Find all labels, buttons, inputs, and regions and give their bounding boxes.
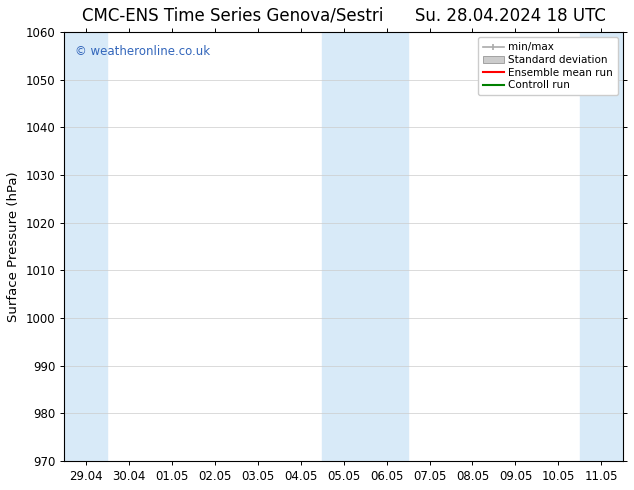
- Text: © weatheronline.co.uk: © weatheronline.co.uk: [75, 45, 210, 58]
- Legend: min/max, Standard deviation, Ensemble mean run, Controll run: min/max, Standard deviation, Ensemble me…: [477, 37, 618, 96]
- Y-axis label: Surface Pressure (hPa): Surface Pressure (hPa): [7, 171, 20, 322]
- Bar: [322, 32, 408, 461]
- Title: CMC-ENS Time Series Genova/Sestri      Su. 28.04.2024 18 UTC: CMC-ENS Time Series Genova/Sestri Su. 28…: [82, 7, 605, 25]
- Bar: [64, 32, 107, 461]
- Bar: [580, 32, 623, 461]
